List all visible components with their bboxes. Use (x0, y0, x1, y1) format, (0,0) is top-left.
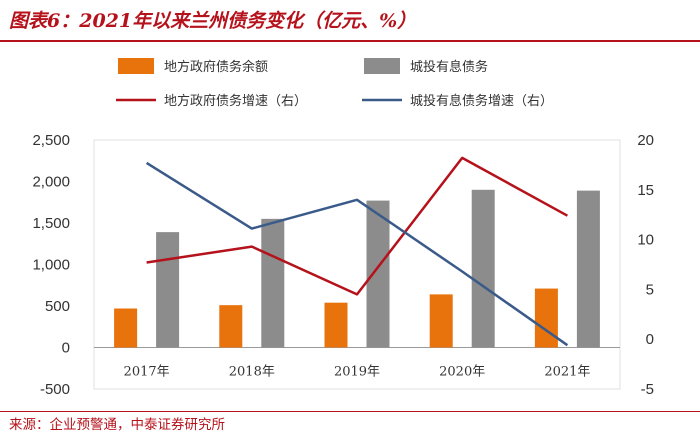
right-tick-label: 10 (637, 232, 654, 249)
right-tick-label: 0 (646, 331, 654, 348)
legend-swatch (118, 58, 154, 74)
bar-gov-debt (429, 294, 453, 348)
right-tick-label: 5 (646, 281, 654, 298)
line-gov-debt-growth (146, 156, 569, 296)
bar-lgfv-debt (156, 232, 180, 348)
x-axis: 2017年 2018年 2019年 2020年 2021年 (124, 365, 591, 380)
left-tick-label: 0 (62, 340, 70, 357)
x-tick-label: 2018年 (229, 365, 275, 380)
bar-gov-debt (219, 305, 243, 348)
plot-area (93, 139, 621, 390)
bar-lgfv-debt (261, 218, 285, 348)
right-axis: -5 0 5 10 15 20 (637, 132, 654, 398)
title-bar: 图表6：2021年以来兰州债务变化（亿元、%） (0, 0, 700, 44)
left-tick-label: -500 (40, 381, 70, 398)
line-lgfv-debt-growth (145, 161, 569, 347)
legend-label: 城投有息债务 (410, 59, 488, 75)
right-tick-label: -5 (641, 381, 654, 398)
legend-label: 地方政府债务增速（右） (164, 93, 307, 109)
bar-gov-debt (324, 302, 348, 348)
bar-lgfv-debt (366, 200, 390, 348)
left-tick-label: 1,500 (32, 215, 70, 232)
right-tick-label: 20 (637, 132, 654, 149)
bars (114, 189, 600, 348)
left-axis: -500 0 500 1,000 1,500 2,000 2,500 (32, 132, 70, 398)
x-tick-label: 2020年 (439, 365, 485, 380)
left-tick-label: 1,000 (32, 257, 70, 274)
source-note: 来源：企业预警通，中泰证券研究所 (9, 417, 225, 433)
left-tick-label: 2,500 (32, 132, 70, 149)
x-tick-label: 2017年 (124, 365, 170, 380)
bar-lgfv-debt (471, 189, 495, 348)
right-tick-label: 15 (637, 182, 654, 199)
bar-gov-debt (534, 288, 558, 348)
legend-swatch (364, 58, 400, 74)
bar-gov-debt (114, 308, 138, 348)
title-rule (0, 40, 700, 42)
bar-lgfv-debt (576, 190, 600, 348)
legend-label: 城投有息债务增速（右） (410, 93, 553, 109)
lines (145, 156, 569, 347)
x-tick-label: 2019年 (334, 365, 380, 380)
left-tick-label: 2,000 (32, 174, 70, 191)
left-tick-label: 500 (45, 298, 70, 315)
chart-title: 图表6：2021年以来兰州债务变化（亿元、%） (9, 10, 417, 32)
legend-label: 地方政府债务余额 (164, 59, 268, 75)
source-rule (0, 411, 700, 412)
x-tick-label: 2021年 (544, 365, 590, 380)
